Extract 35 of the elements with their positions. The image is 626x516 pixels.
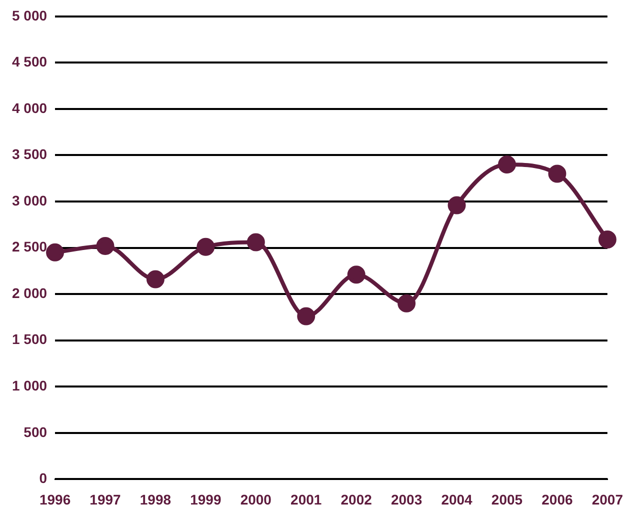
x-tick-label: 1999 xyxy=(190,491,222,508)
point xyxy=(196,238,215,256)
x-tick-label: 2000 xyxy=(240,491,272,508)
x-tick-label: 2003 xyxy=(390,491,422,508)
x-tick-label: 2004 xyxy=(441,491,473,508)
x-tick-label: 2007 xyxy=(592,491,624,508)
point xyxy=(297,307,316,326)
point xyxy=(96,236,114,255)
y-tick-label: 3 500 xyxy=(12,146,48,162)
y-tick-label: 2 500 xyxy=(12,238,48,255)
y-tick-label: 1 000 xyxy=(12,378,48,394)
x-tick-label: 2005 xyxy=(491,491,523,508)
y-tick-label: 500 xyxy=(24,424,48,440)
y-tick-label: 4 500 xyxy=(12,54,48,70)
y-tick-label: 1 500 xyxy=(12,331,48,348)
point xyxy=(498,155,516,174)
y-tick-label: 3 000 xyxy=(12,192,48,208)
point xyxy=(347,266,366,284)
point xyxy=(46,243,64,262)
y-tick-label: 5 000 xyxy=(12,7,48,24)
point xyxy=(448,196,466,214)
x-tick-label: 2002 xyxy=(340,491,372,508)
x-tick-label: 1998 xyxy=(140,491,172,508)
point xyxy=(246,233,265,252)
y-tick-label: 0 xyxy=(39,470,48,486)
y-tick-label: 4 000 xyxy=(12,100,48,116)
x-tick-label: 1997 xyxy=(90,491,122,508)
x-tick-label: 2006 xyxy=(542,491,573,508)
point xyxy=(548,164,566,183)
y-tick-label: 2 000 xyxy=(12,284,48,301)
x-tick-label: 1996 xyxy=(39,491,71,508)
point xyxy=(598,230,616,248)
point xyxy=(398,294,416,312)
x-tick-label: 2001 xyxy=(290,491,322,508)
point xyxy=(146,270,164,288)
